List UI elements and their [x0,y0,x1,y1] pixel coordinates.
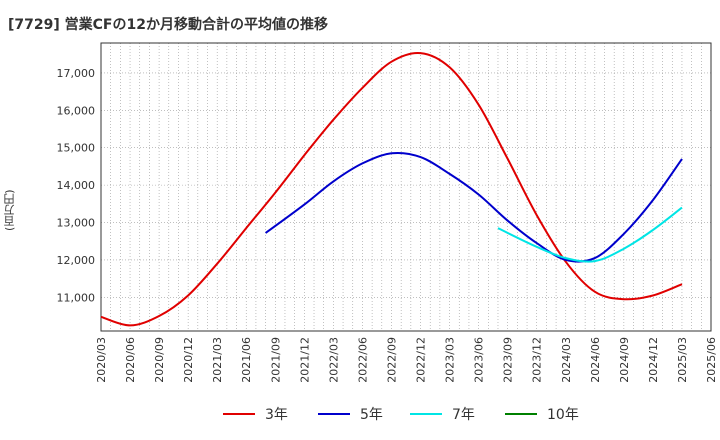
x-tick-label: 2020/12 [182,337,195,383]
series-line-7年 [497,206,683,263]
x-tick-label: 2023/09 [502,337,515,383]
series-line-3年 [100,51,683,327]
x-tick-label: 2024/12 [647,337,660,383]
x-tick-label: 2025/03 [676,337,689,383]
x-tick-label: 2024/06 [589,337,602,383]
y-tick-label: 16,000 [57,104,96,117]
y-tick-label: 17,000 [57,67,96,80]
x-tick-label: 2023/12 [531,337,544,383]
x-tick-label: 2021/06 [240,337,253,383]
legend-label: 3年 [265,407,288,423]
chart-title: [7729] 営業CFの12か月移動合計の平均値の推移 [8,17,328,33]
x-tick-labels: 2020/03 2020/06 2020/09 2020/12 2021/03 2021/… [95,337,718,383]
x-tick-label: 2020/06 [124,337,137,383]
legend: 3年 5年 7年 10年 [223,407,579,423]
y-tick-label: 12,000 [57,254,96,267]
x-tick-label: 2020/09 [153,337,166,383]
x-tick-label: 2021/03 [211,337,224,383]
y-tick-labels: 11,000 12,000 13,000 14,000 15,000 16,000 17,0… [57,67,96,304]
x-tick-label: 2025/06 [705,337,718,383]
series-line-5年 [265,151,683,263]
y-tick-label: 11,000 [57,291,96,304]
y-tick-label: 13,000 [57,217,96,230]
y-tick-label: 15,000 [57,142,96,155]
x-tick-label: 2022/12 [415,337,428,383]
x-tick-label: 2024/03 [560,337,573,383]
x-tick-label: 2023/06 [473,337,486,383]
vertical-gridlines [110,43,702,331]
series-lines [100,51,683,327]
x-tick-label: 2024/09 [618,337,631,383]
y-tick-label: 14,000 [57,179,96,192]
x-tick-label: 2020/03 [95,337,108,383]
horizontal-gridlines [101,72,711,298]
legend-label: 10年 [547,407,579,423]
x-tick-label: 2022/09 [385,337,398,383]
x-tick-label: 2022/03 [327,337,340,383]
plot-area-border [100,42,712,332]
legend-label: 5年 [360,407,383,423]
x-tick-label: 2021/12 [298,337,311,383]
x-tick-label: 2022/06 [356,337,369,383]
legend-label: 7年 [452,407,475,423]
x-tick-label: 2021/09 [269,337,282,383]
x-tick-label: 2023/03 [444,337,457,383]
